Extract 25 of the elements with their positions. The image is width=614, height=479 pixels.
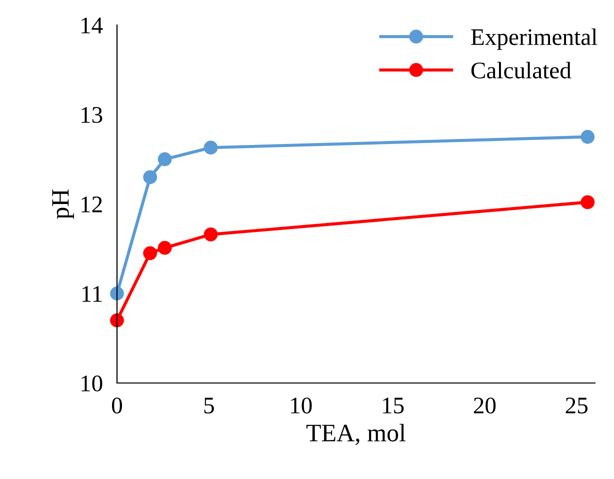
y-tick-label: 14 (82, 18, 103, 34)
point (110, 313, 124, 328)
point (580, 130, 595, 144)
point (580, 195, 595, 210)
point (143, 246, 158, 260)
legend-label: Experimental (471, 28, 598, 50)
point (158, 240, 172, 255)
point (204, 227, 218, 242)
y-axis-title: pH (52, 189, 74, 219)
legend-label: Calculated (471, 62, 572, 78)
y-tick-label: 13 (82, 107, 102, 123)
x-tick-label: 0 (112, 398, 122, 414)
x-tick-label: 5 (204, 398, 214, 414)
point (204, 140, 218, 155)
x-tick-label: 20 (474, 398, 496, 414)
point (158, 152, 172, 166)
x-tick-label: 10 (291, 398, 312, 414)
y-tick-label: 10 (82, 375, 102, 392)
x-tick-label: 25 (566, 398, 588, 414)
y-tick-label: 11 (82, 286, 102, 302)
y-tick-label: 12 (82, 196, 102, 212)
point (143, 170, 158, 184)
x-tick-label: 15 (383, 398, 404, 414)
point (110, 286, 124, 300)
x-axis-title: TEA, mol (306, 424, 406, 446)
